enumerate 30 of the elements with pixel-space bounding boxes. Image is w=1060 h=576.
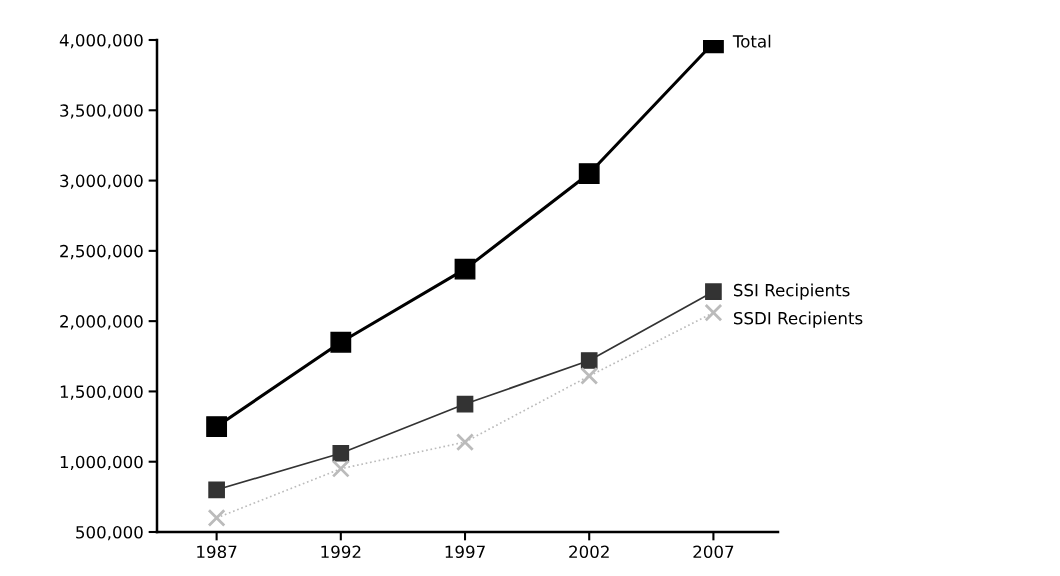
point [580,352,598,369]
point [207,508,226,527]
x-tick-label: 1992 [321,545,361,559]
series-label: SSI Recipients [733,283,850,300]
x-tick-label: 1987 [197,545,237,559]
y-tick-label: 1,500,000 [60,385,143,400]
point [330,331,352,353]
point [454,258,476,280]
x-tick-label: 2002 [569,545,609,559]
point [332,444,350,462]
point [580,366,599,385]
y-tick-label: 500,000 [76,525,143,541]
point [206,416,228,437]
x-tick-label: 1997 [445,545,485,559]
x-tick-label: 2007 [693,545,734,559]
y-tick-label: 3,000,000 [60,174,143,189]
series-label: SSDI Recipients [733,311,863,328]
point [455,433,475,452]
series-label: Total [732,34,771,48]
point [208,481,225,499]
point [331,459,350,478]
point [705,283,722,300]
y-tick-label: 4,000,000 [59,33,143,49]
y-tick-label: 2,000,000 [60,315,143,330]
point [704,303,723,322]
point [578,163,600,184]
y-tick-label: 2,500,000 [60,244,143,260]
point [456,395,474,413]
y-tick-label: 1,000,000 [60,455,143,470]
y-tick-label: 3,500,000 [60,104,143,119]
